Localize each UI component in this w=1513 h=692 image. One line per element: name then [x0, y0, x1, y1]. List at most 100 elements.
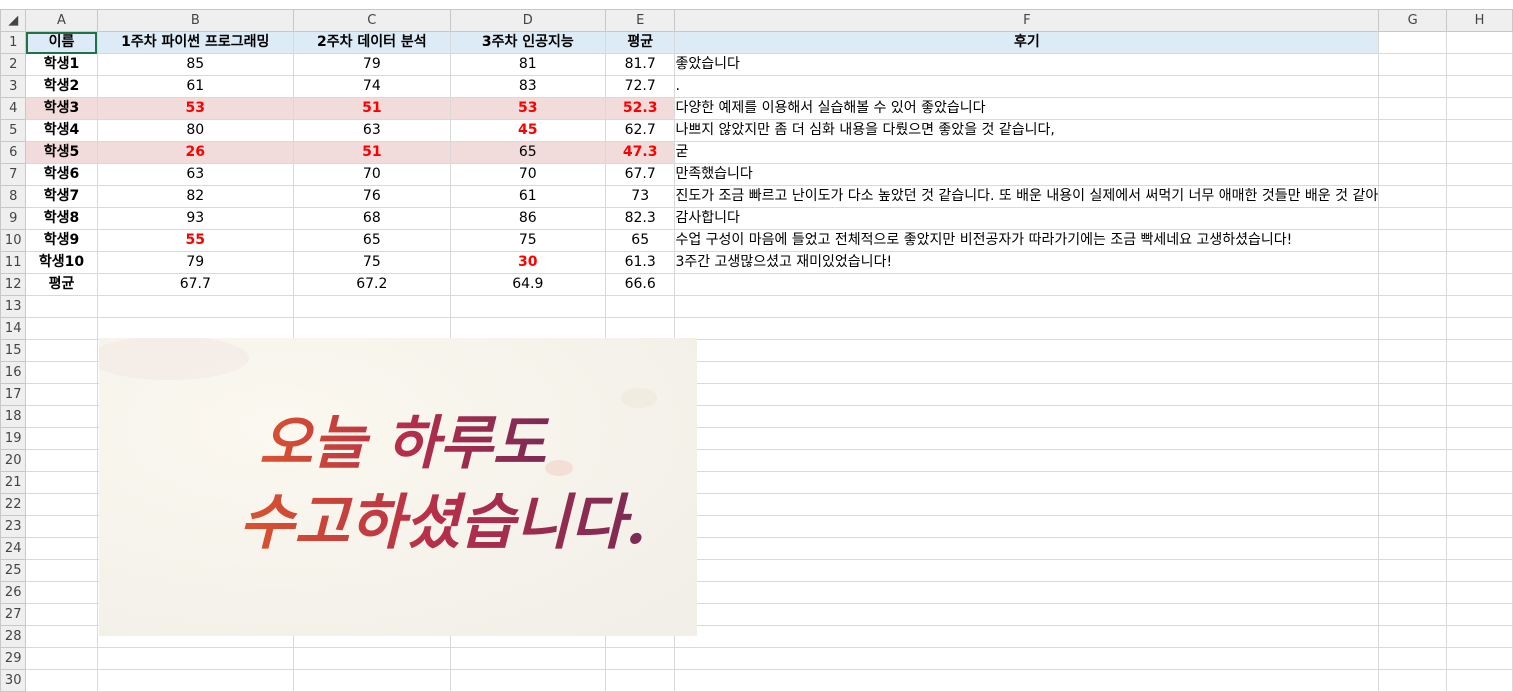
cell-empty[interactable]	[25, 559, 98, 582]
cell-empty[interactable]	[25, 471, 98, 494]
cell-student-name[interactable]: 학생2	[25, 75, 98, 98]
cell-empty[interactable]	[674, 669, 1380, 692]
row-header[interactable]: 18	[0, 405, 27, 428]
cell-empty[interactable]	[674, 647, 1380, 670]
cell-score-w3[interactable]: 65	[449, 141, 606, 164]
row-header[interactable]: 22	[0, 493, 27, 516]
cell-empty[interactable]	[25, 669, 98, 692]
cell-empty[interactable]	[674, 603, 1380, 626]
cell-empty[interactable]	[25, 647, 98, 670]
cell-empty[interactable]	[1446, 97, 1513, 120]
cell-empty[interactable]	[25, 405, 98, 428]
cell-score-avg[interactable]: 65	[604, 229, 676, 252]
cell-empty[interactable]	[1378, 625, 1448, 648]
cell-score-w2[interactable]: 70	[293, 163, 451, 186]
cell-review[interactable]: .	[674, 75, 1380, 98]
column-header-c[interactable]: C	[293, 9, 451, 32]
cell-score-w2[interactable]: 68	[293, 207, 451, 230]
cell-empty[interactable]	[1446, 229, 1513, 252]
row-header[interactable]: 6	[0, 141, 27, 164]
cell-score-w2[interactable]: 63	[293, 119, 451, 142]
cell-empty[interactable]	[1378, 537, 1448, 560]
cell-empty[interactable]	[1446, 493, 1513, 516]
cell-score-w1[interactable]: 80	[96, 119, 295, 142]
column-header-f[interactable]: F	[674, 9, 1380, 32]
cell-empty[interactable]	[1446, 427, 1513, 450]
cell-header-review[interactable]: 후기	[674, 31, 1380, 54]
cell-review[interactable]: 3주간 고생많으셨고 재미있었습니다!	[674, 251, 1380, 274]
cell-score-w3[interactable]: 83	[449, 75, 606, 98]
cell-empty[interactable]	[1378, 141, 1448, 164]
cell-score-w2[interactable]: 75	[293, 251, 451, 274]
cell-score-w1[interactable]: 53	[96, 97, 295, 120]
row-header[interactable]: 26	[0, 581, 27, 604]
cell-empty[interactable]	[1378, 405, 1448, 428]
cell-empty[interactable]	[25, 361, 98, 384]
cell-empty[interactable]	[1446, 669, 1513, 692]
cell-review[interactable]: 수업 구성이 마음에 들었고 전체적으로 좋았지만 비전공자가 따라가기에는 조…	[674, 229, 1380, 252]
row-header[interactable]: 19	[0, 427, 27, 450]
cell-empty[interactable]	[1446, 647, 1513, 670]
cell-empty[interactable]	[1446, 625, 1513, 648]
column-header-b[interactable]: B	[96, 9, 295, 32]
cell-empty[interactable]	[674, 317, 1380, 340]
cell-header-week2[interactable]: 2주차 데이터 분석	[293, 31, 451, 54]
cell-average-review[interactable]	[674, 273, 1380, 296]
cell-empty[interactable]	[1378, 207, 1448, 230]
cell-empty[interactable]	[1378, 493, 1448, 516]
cell-empty[interactable]	[1446, 339, 1513, 362]
cell-empty[interactable]	[1446, 207, 1513, 230]
cell-empty[interactable]	[1378, 559, 1448, 582]
cell-review[interactable]: 나쁘지 않았지만 좀 더 심화 내용을 다뤘으면 좋았을 것 같습니다,	[674, 119, 1380, 142]
cell-empty[interactable]	[1446, 295, 1513, 318]
cell-empty[interactable]	[1446, 141, 1513, 164]
row-header[interactable]: 3	[0, 75, 27, 98]
cell-student-name[interactable]: 학생3	[25, 97, 98, 120]
row-header[interactable]: 1	[0, 31, 27, 54]
cell-student-name[interactable]: 학생8	[25, 207, 98, 230]
cell-score-avg[interactable]: 72.7	[604, 75, 676, 98]
cell-score-w1[interactable]: 26	[96, 141, 295, 164]
cell-empty[interactable]	[1446, 581, 1513, 604]
cell-empty[interactable]	[96, 295, 295, 318]
cell-score-w3[interactable]: 30	[449, 251, 606, 274]
row-header[interactable]: 16	[0, 361, 27, 384]
cell-empty[interactable]	[674, 625, 1380, 648]
cell-empty[interactable]	[1446, 251, 1513, 274]
cell-score-w1[interactable]: 63	[96, 163, 295, 186]
cell-empty[interactable]	[604, 295, 676, 318]
cell-student-name[interactable]: 학생5	[25, 141, 98, 164]
cell-empty[interactable]	[674, 361, 1380, 384]
cell-empty[interactable]	[1446, 471, 1513, 494]
cell-empty[interactable]	[1446, 163, 1513, 186]
cell-empty[interactable]	[1378, 251, 1448, 274]
cell-empty[interactable]	[604, 669, 676, 692]
row-header[interactable]: 23	[0, 515, 27, 538]
cell-student-name[interactable]: 학생9	[25, 229, 98, 252]
cell-student-name[interactable]: 학생10	[25, 251, 98, 274]
cell-score-w1[interactable]: 79	[96, 251, 295, 274]
cell-empty[interactable]	[25, 625, 98, 648]
cell-empty[interactable]	[1378, 647, 1448, 670]
cell-empty[interactable]	[1378, 185, 1448, 208]
cell-empty[interactable]	[25, 427, 98, 450]
cell-empty[interactable]	[1378, 361, 1448, 384]
cell-empty[interactable]	[674, 427, 1380, 450]
cell-review[interactable]: 만족했습니다	[674, 163, 1380, 186]
cell-average-avg[interactable]: 66.6	[604, 273, 676, 296]
cell-score-w2[interactable]: 51	[293, 141, 451, 164]
cell-empty[interactable]	[25, 317, 98, 340]
cell-empty[interactable]	[449, 317, 606, 340]
cell-empty[interactable]	[293, 317, 451, 340]
cell-empty[interactable]	[674, 405, 1380, 428]
cell-score-w1[interactable]: 93	[96, 207, 295, 230]
column-header-h[interactable]: H	[1446, 9, 1513, 32]
cell-score-avg[interactable]: 52.3	[604, 97, 676, 120]
cell-empty[interactable]	[293, 647, 451, 670]
column-header-e[interactable]: E	[604, 9, 676, 32]
cell-score-w1[interactable]: 82	[96, 185, 295, 208]
cell-empty[interactable]	[1378, 295, 1448, 318]
cell-empty[interactable]	[1446, 405, 1513, 428]
row-header[interactable]: 12	[0, 273, 27, 296]
column-header-d[interactable]: D	[449, 9, 606, 32]
